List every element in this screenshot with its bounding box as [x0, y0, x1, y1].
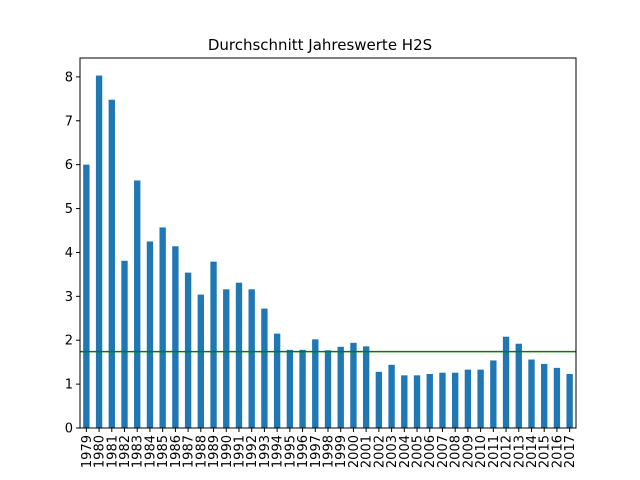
x-axis: 1979198019811982198319841985198619871988… — [80, 428, 578, 468]
bar-1979 — [83, 164, 90, 429]
bar-1984 — [146, 241, 154, 428]
y-tick-label-8: 8 — [65, 70, 73, 85]
y-tick-label-6: 6 — [65, 158, 73, 173]
x-tick-label-2004: 2004 — [398, 435, 413, 468]
x-tick-label-2001: 2001 — [360, 435, 375, 468]
bar-1993 — [261, 308, 268, 428]
bar-1998 — [324, 350, 332, 428]
x-tick-label-1980: 1980 — [93, 435, 108, 468]
x-tick-label-2009: 2009 — [461, 435, 476, 468]
x-tick-label-1979: 1979 — [80, 435, 95, 468]
x-tick-label-1995: 1995 — [283, 435, 298, 468]
x-tick-label-2007: 2007 — [436, 435, 451, 468]
bar-2009 — [464, 369, 472, 428]
bar-1996 — [299, 349, 306, 428]
bar-1994 — [273, 333, 281, 428]
x-tick-label-1988: 1988 — [194, 435, 209, 468]
bar-1981 — [108, 99, 115, 428]
bar-2008 — [452, 372, 459, 428]
x-tick-label-1981: 1981 — [105, 435, 120, 468]
y-tick-label-5: 5 — [65, 202, 73, 217]
bar-1985 — [159, 227, 166, 428]
x-tick-label-2012: 2012 — [500, 435, 515, 468]
bar-2006 — [426, 374, 433, 428]
bar-1995 — [286, 349, 294, 428]
x-tick-label-1996: 1996 — [296, 435, 311, 468]
bar-2012 — [502, 336, 510, 428]
x-tick-label-1986: 1986 — [169, 435, 184, 468]
bar-1990 — [223, 289, 230, 428]
x-tick-label-1989: 1989 — [207, 435, 222, 468]
x-tick-label-2016: 2016 — [550, 435, 565, 468]
x-tick-label-1990: 1990 — [220, 435, 235, 468]
bar-2000 — [350, 342, 357, 428]
bar-1999 — [337, 346, 344, 428]
x-tick-label-2011: 2011 — [487, 435, 502, 468]
x-tick-label-1992: 1992 — [245, 435, 260, 468]
y-axis: 0 1 2 3 4 5 6 7 8 — [65, 70, 80, 437]
x-tick-label-1999: 1999 — [334, 435, 349, 468]
bar-2003 — [388, 364, 395, 428]
bar-2017 — [566, 374, 573, 428]
x-tick-label-2006: 2006 — [423, 435, 438, 468]
x-tick-label-1991: 1991 — [232, 435, 247, 468]
x-tick-label-2013: 2013 — [512, 435, 527, 468]
bars-group — [83, 75, 573, 429]
x-tick-label-2015: 2015 — [538, 435, 553, 468]
x-tick-label-1983: 1983 — [131, 435, 146, 468]
bar-1986 — [172, 246, 179, 428]
bar-1982 — [121, 260, 128, 428]
x-tick-label-1998: 1998 — [322, 435, 337, 468]
bar-2016 — [553, 367, 561, 428]
x-tick-label-1984: 1984 — [143, 435, 158, 468]
bar-2007 — [439, 372, 446, 428]
x-tick-label-2010: 2010 — [474, 435, 489, 468]
bar-1980 — [95, 75, 103, 429]
bar-2004 — [401, 375, 408, 428]
bar-2014 — [528, 359, 535, 428]
x-tick-label-1985: 1985 — [156, 435, 171, 468]
y-tick-label-2: 2 — [65, 334, 73, 349]
chart-title: Durchschnitt Jahreswerte H2S — [208, 36, 432, 54]
bar-1988 — [197, 294, 204, 428]
bar-2015 — [541, 363, 548, 428]
x-tick-label-1993: 1993 — [258, 435, 273, 468]
bar-1989 — [210, 261, 217, 428]
bar-2002 — [375, 371, 383, 428]
bar-1987 — [184, 272, 192, 428]
x-tick-label-1997: 1997 — [309, 435, 324, 468]
y-tick-label-0: 0 — [65, 422, 73, 437]
y-tick-label-3: 3 — [65, 290, 73, 305]
bar-2013 — [515, 343, 522, 428]
x-tick-label-2008: 2008 — [449, 435, 464, 468]
y-tick-label-1: 1 — [65, 378, 73, 393]
x-tick-label-1994: 1994 — [271, 435, 286, 468]
y-tick-label-4: 4 — [65, 246, 73, 261]
x-tick-label-2017: 2017 — [563, 435, 578, 468]
x-tick-label-2003: 2003 — [385, 435, 400, 468]
x-tick-label-2000: 2000 — [347, 435, 362, 468]
bar-2005 — [413, 375, 421, 428]
bar-1991 — [235, 282, 243, 428]
x-tick-label-2014: 2014 — [525, 435, 540, 468]
bar-2011 — [490, 360, 497, 428]
y-tick-label-7: 7 — [65, 114, 73, 129]
plot-frame — [79, 57, 577, 429]
x-tick-label-1987: 1987 — [182, 435, 197, 468]
bar-2010 — [477, 369, 484, 428]
x-tick-label-2002: 2002 — [372, 435, 387, 468]
bar-2001 — [362, 346, 370, 428]
bar-1997 — [312, 339, 319, 428]
x-tick-label-1982: 1982 — [118, 435, 133, 468]
bar-1992 — [248, 289, 255, 428]
x-tick-label-2005: 2005 — [411, 435, 426, 468]
bar-1983 — [134, 180, 141, 428]
